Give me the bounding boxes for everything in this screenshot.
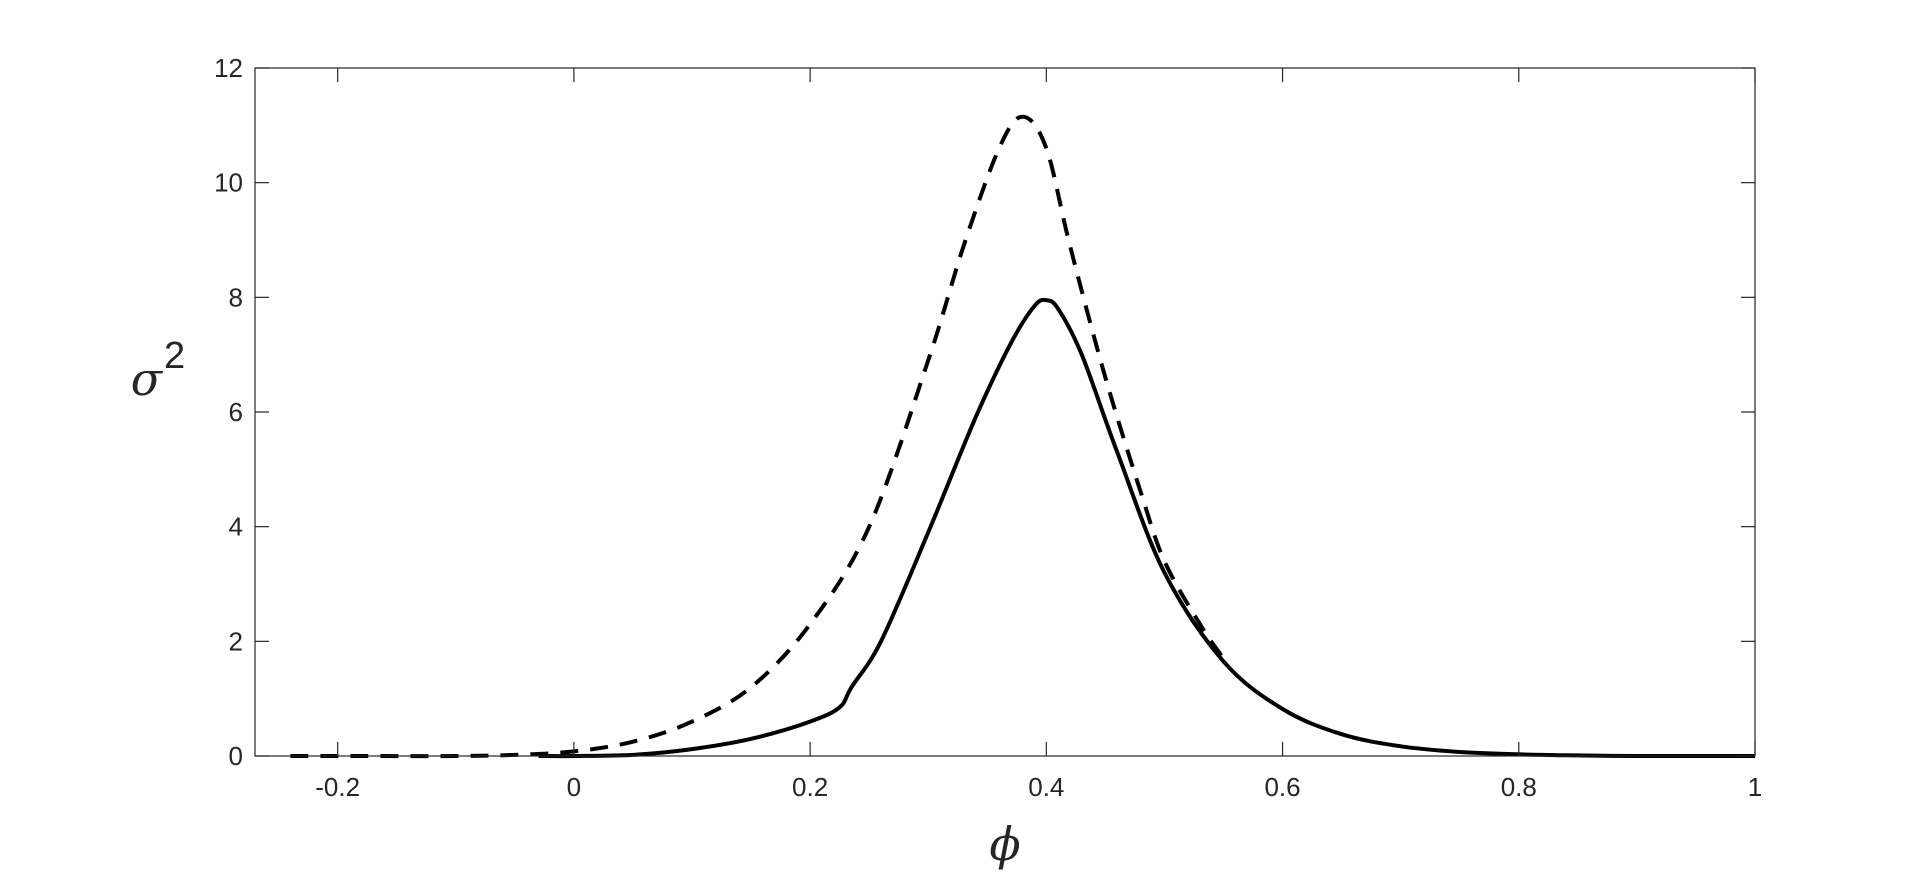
y-tick-label: 4 [229, 512, 243, 542]
x-tick-label: 0.2 [792, 772, 828, 802]
x-axis-label: ϕ [989, 817, 1020, 871]
curves-layer [290, 114, 1756, 759]
y-axis-label: σ [131, 352, 164, 406]
dashed-series-line [290, 114, 1226, 759]
x-tick-label: 0.4 [1028, 772, 1064, 802]
x-tick-label: 0.8 [1501, 772, 1537, 802]
y-axis-label-exponent: 2 [164, 335, 185, 377]
plot-area [255, 68, 1755, 756]
y-tick-label: 2 [229, 626, 243, 656]
y-tick-label: 8 [229, 282, 243, 312]
x-tick-label: 0 [567, 772, 581, 802]
x-tick-label: 1 [1748, 772, 1762, 802]
solid-series-line [538, 297, 1756, 759]
x-tick-label: 0.6 [1264, 772, 1300, 802]
y-tick-label: 12 [214, 53, 243, 83]
y-tick-label: 0 [229, 741, 243, 771]
y-tick-label: 6 [229, 397, 243, 427]
x-tick-label: -0.2 [315, 772, 360, 802]
y-tick-label: 10 [214, 168, 243, 198]
